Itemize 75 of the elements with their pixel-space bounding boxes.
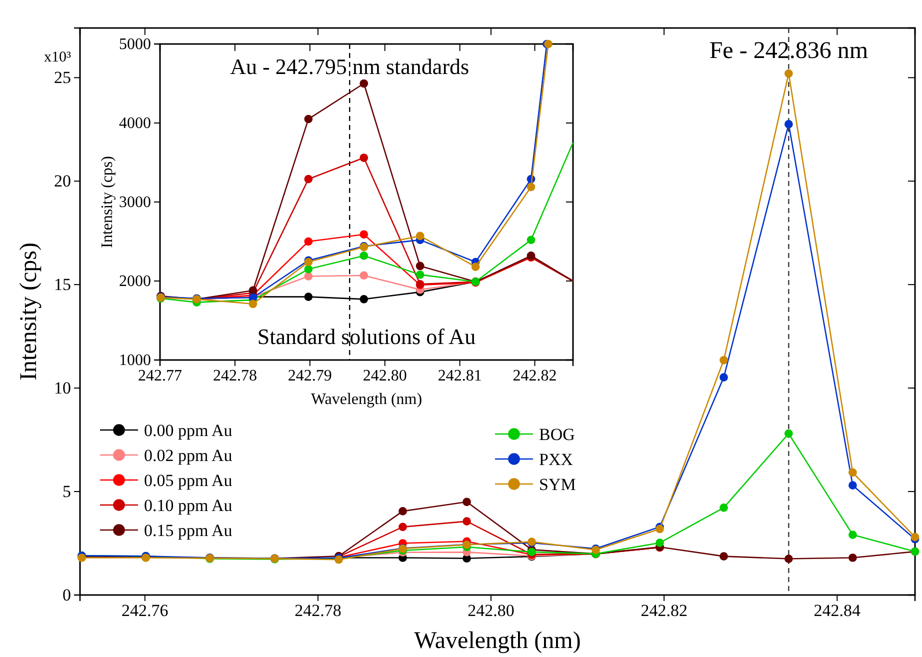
y-tick-label: 3000 <box>119 194 151 212</box>
x-tick-label: 242.82 <box>640 601 688 620</box>
point <box>526 236 536 244</box>
point <box>304 114 313 124</box>
point <box>720 373 728 382</box>
y-tick-label: 10 <box>54 378 71 398</box>
x-tick-label: 242.81 <box>438 367 482 384</box>
point <box>360 271 368 280</box>
point <box>848 481 857 490</box>
point <box>526 182 536 192</box>
y-tick-label: 20 <box>54 172 71 191</box>
legend-label: 0.10 ppm Au <box>144 496 233 515</box>
point <box>462 517 471 526</box>
point <box>360 252 368 260</box>
y-tick-label: 4000 <box>119 115 151 132</box>
legend-label: SYM <box>539 475 576 494</box>
point <box>248 300 258 308</box>
x-tick-label: 242.79 <box>288 367 332 384</box>
y-tick-label: 5 <box>62 482 71 501</box>
point <box>304 237 313 246</box>
point <box>656 538 664 548</box>
point <box>416 232 424 240</box>
point <box>398 522 407 532</box>
point <box>304 264 313 274</box>
point <box>784 69 793 78</box>
x-tick-label: 242.84 <box>814 601 861 620</box>
point <box>398 507 407 516</box>
point <box>360 294 368 304</box>
point <box>462 498 471 506</box>
y-tick-label: 15 <box>54 275 71 294</box>
y-tick-label: 1000 <box>119 352 151 370</box>
y-tick-label: 25 <box>54 68 71 88</box>
legend-label: PXX <box>539 450 574 469</box>
y-tick-label: 2000 <box>119 273 151 290</box>
x-axis-title: Wavelength (nm) <box>310 391 422 408</box>
point <box>848 554 857 562</box>
y-axis-title: Intensity (cps) <box>99 156 116 248</box>
point <box>527 548 536 556</box>
point <box>360 154 368 162</box>
point <box>784 554 793 563</box>
x-tick-label: 242.80 <box>362 367 407 384</box>
y-tick-label: 0 <box>62 585 71 604</box>
legend-label: 0.00 ppm Au <box>144 421 233 440</box>
point <box>720 356 728 364</box>
point <box>720 552 728 560</box>
x-tick-label: 242.80 <box>468 601 514 620</box>
legend-label: 0.05 ppm Au <box>144 471 233 490</box>
point <box>784 429 793 438</box>
point <box>416 262 424 270</box>
x-tick-label: 242.82 <box>512 367 557 384</box>
point <box>304 292 313 301</box>
point <box>720 504 728 512</box>
point <box>848 468 857 477</box>
ref-line-label: Au - 242.795 nm standards <box>230 54 470 79</box>
point <box>304 272 313 280</box>
ref-line-label: Fe - 242.836 nm <box>709 38 868 64</box>
x-tick-label: 242.76 <box>122 601 168 620</box>
point <box>304 174 313 184</box>
point <box>360 230 368 239</box>
annotation: Standard solutions of Au <box>257 324 476 349</box>
point <box>471 262 480 271</box>
text: x10³ <box>44 50 72 66</box>
point <box>416 270 424 279</box>
legend-label: BOG <box>539 425 575 444</box>
y-tick-label: 5000 <box>119 36 151 54</box>
legend-label: 0.15 ppm Au <box>144 521 233 540</box>
legend-label: 0.02 ppm Au <box>144 446 233 465</box>
point <box>360 79 368 88</box>
point <box>784 120 793 128</box>
x-tick-label: 242.77 <box>138 367 182 384</box>
y-axis-title: Intensity (cps) <box>16 242 42 380</box>
x-tick-label: 242.78 <box>294 601 342 620</box>
x-axis-title: Wavelength (nm) <box>414 628 581 654</box>
point <box>848 530 857 539</box>
x-tick-label: 242.78 <box>212 367 257 384</box>
